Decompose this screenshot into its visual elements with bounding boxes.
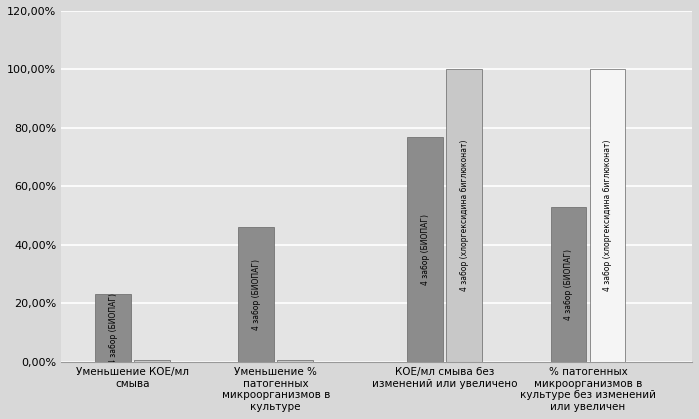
Bar — [551, 207, 586, 362]
Text: 4 забор (БИОПАГ): 4 забор (БИОПАГ) — [421, 214, 430, 285]
Bar — [238, 227, 274, 362]
Text: 4 забор (БИОПАГ): 4 забор (БИОПАГ) — [108, 292, 117, 364]
Bar — [408, 137, 443, 362]
Text: 4 забор (БИОПАГ): 4 забор (БИОПАГ) — [252, 259, 261, 330]
Bar — [278, 360, 313, 362]
Bar — [95, 295, 131, 362]
Bar — [589, 70, 626, 362]
Bar — [134, 360, 170, 362]
Text: 4 забор (БИОПАГ): 4 забор (БИОПАГ) — [564, 249, 573, 320]
Text: 4 забор (хлоргексидина биглюконат): 4 забор (хлоргексидина биглюконат) — [460, 140, 469, 291]
Text: 4 забор (хлоргексидина биглюконат): 4 забор (хлоргексидина биглюконат) — [603, 140, 612, 291]
Bar — [447, 70, 482, 362]
